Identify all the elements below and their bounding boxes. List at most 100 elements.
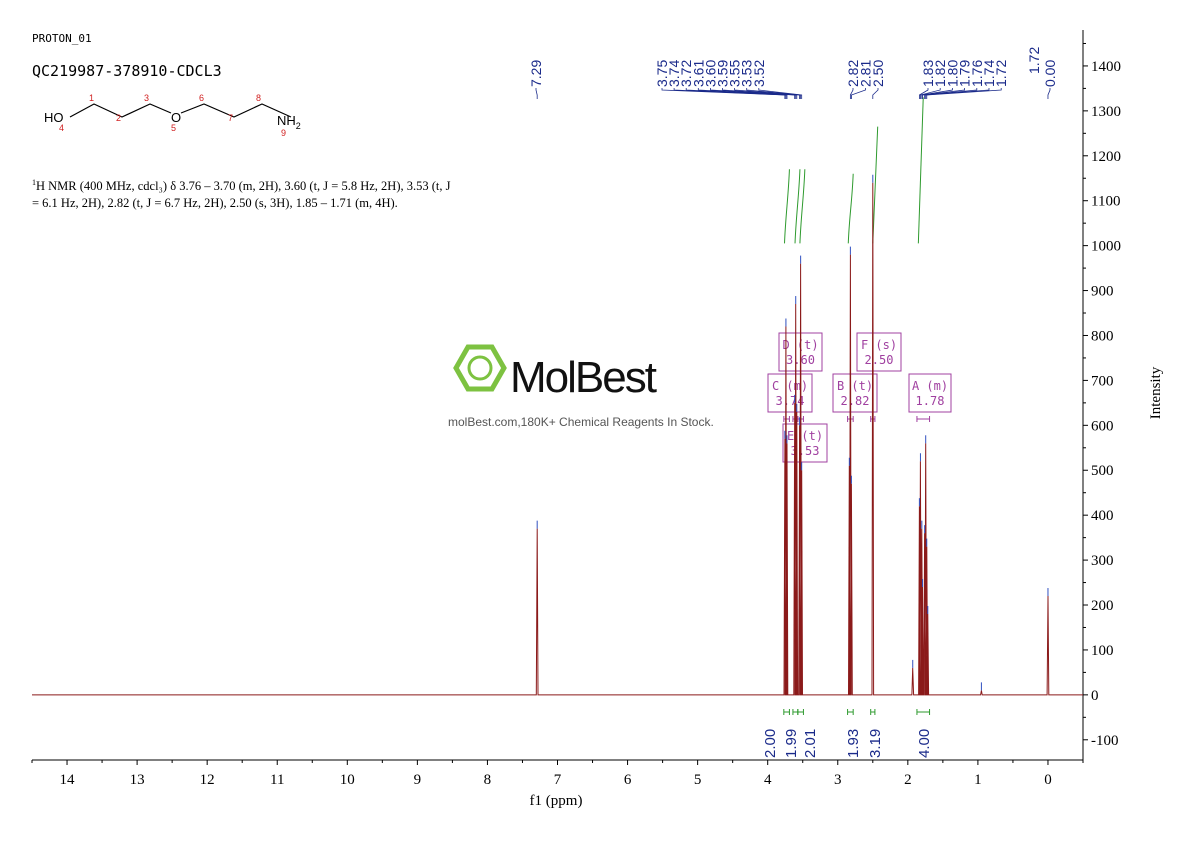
peak-label: 7.29 — [528, 60, 544, 87]
multiplet-shift: 2.50 — [865, 353, 894, 367]
peak-label-leader — [872, 88, 879, 99]
peak-label-leader — [925, 88, 990, 99]
description-superscript: 1 — [32, 178, 36, 187]
atom-o: O — [171, 110, 181, 125]
atom-number: 5 — [171, 123, 176, 133]
peak-label: 2.81 — [858, 60, 874, 87]
x-tick-label: 13 — [130, 772, 145, 788]
atom-number: 6 — [199, 93, 204, 103]
peak-label: 2.50 — [870, 60, 886, 87]
peak-label-leader — [920, 88, 941, 99]
multiplet-letter: E (t) — [787, 429, 823, 443]
atom-number: 8 — [256, 93, 261, 103]
integral-value: 1.99 — [783, 729, 800, 758]
multiplet-box-frame — [856, 332, 902, 372]
description-text: H NMR (400 MHz, cdcl₃) δ 3.76 – 3.70 (m,… — [32, 179, 451, 211]
atom-numbers: 1 2 3 4 5 6 7 8 9 — [59, 93, 286, 138]
x-tick-label: 2 — [904, 772, 912, 788]
integral-value: 4.00 — [916, 729, 933, 758]
y-tick-label: 700 — [1091, 373, 1114, 389]
y-axis-label: Intensity — [1148, 366, 1164, 419]
peak-label: 3.61 — [690, 60, 706, 87]
peak-label: 0.00 — [1042, 60, 1058, 87]
atom-nh-main: NH — [277, 113, 296, 128]
y-tick-label: 100 — [1091, 643, 1114, 659]
x-tick-label: 8 — [484, 772, 492, 788]
peak-label-leader — [710, 88, 797, 99]
proton-label: PROTON_01 — [32, 32, 92, 45]
y-tick-label: 1100 — [1091, 194, 1120, 210]
x-tick-label: 9 — [414, 772, 422, 788]
peak-label: 1.72 — [1026, 47, 1042, 74]
integral-curve — [794, 169, 801, 244]
molecule-bonds-right — [180, 103, 292, 118]
peak-label-leader — [685, 88, 788, 99]
integral-curve — [917, 97, 924, 244]
peak-label: 3.75 — [654, 60, 670, 87]
y-tick-label: 1400 — [1091, 59, 1121, 75]
x-tick-label: 7 — [554, 772, 562, 788]
peak-label: 3.53 — [739, 60, 755, 87]
peak-label-leader — [1047, 88, 1051, 99]
y-tick-label: 0 — [1091, 688, 1099, 704]
peak-label: 3.59 — [715, 60, 731, 87]
y-tick-label: 800 — [1091, 328, 1114, 344]
y-tick-label: 600 — [1091, 418, 1114, 434]
x-tick-label: 14 — [60, 772, 76, 788]
nmr-description: 1H NMR (400 MHz, cdcl₃) δ 3.76 – 3.70 (m… — [32, 174, 452, 212]
atom-nh-subscript: 2 — [296, 121, 301, 131]
peak-label: 1.83 — [920, 60, 936, 87]
multiplet-letter: F (s) — [861, 338, 897, 352]
benzene-ring-icon — [467, 355, 493, 381]
integral-value: 2.00 — [762, 729, 779, 758]
x-tick-label: 4 — [764, 772, 772, 788]
peak-label-leader — [849, 88, 854, 99]
multiplet-letter: C (m) — [772, 379, 808, 393]
y-tick-label: 1000 — [1091, 239, 1121, 255]
sample-name: QC219987-378910-CDCL3 — [32, 62, 222, 80]
y-tick-label: 400 — [1091, 508, 1114, 524]
peak-label: 1.79 — [957, 60, 973, 87]
atom-number: 3 — [144, 93, 149, 103]
y-tick-label: 300 — [1091, 553, 1114, 569]
peak-label-leader — [921, 88, 953, 99]
peak-label-leader — [535, 88, 538, 99]
molbest-brand: MolBest — [510, 353, 657, 402]
peak-label-leader — [722, 88, 798, 99]
peak-label-leader — [926, 88, 1002, 99]
integral-labels: 2.00 1.99 2.01 1.93 3.19 4.00 — [762, 709, 933, 758]
peak-label: 1.76 — [969, 60, 985, 87]
multiplet-box-b: B (t)2.82 — [832, 373, 878, 413]
peak-label: 1.80 — [944, 60, 960, 87]
multiplet-shift: 1.78 — [916, 394, 945, 408]
x-tick-label: 12 — [200, 772, 215, 788]
peak-label-leader — [758, 88, 803, 99]
multiplet-letter: B (t) — [837, 379, 873, 393]
peak-label: 1.72 — [993, 60, 1009, 87]
integral-curve — [799, 169, 806, 244]
integral-curve — [784, 169, 790, 244]
x-tick-label: 3 — [834, 772, 842, 788]
multiplet-box-frame — [908, 373, 952, 413]
x-tick-label: 6 — [624, 772, 632, 788]
multiplet-box-frame — [832, 373, 878, 413]
peak-labels: 7.29 3.753.743.723.613.603.593.553.533.52… — [528, 47, 1058, 99]
y-tick-label: -100 — [1091, 733, 1119, 749]
peak-label: 1.74 — [981, 60, 997, 87]
peak-label: 3.52 — [751, 60, 767, 87]
peak-label: 2.82 — [845, 60, 861, 87]
atom-number: 2 — [116, 113, 121, 123]
atom-ho: HO — [44, 110, 64, 125]
peak-label: 3.72 — [678, 60, 694, 87]
multiplet-box-e: E (t)3.53 — [782, 423, 828, 463]
y-tick-label: 500 — [1091, 463, 1114, 479]
peak-label: 1.82 — [932, 60, 948, 87]
molbest-watermark: MolBest molBest.com,180K+ Chemical Reage… — [448, 344, 714, 429]
atom-number: 4 — [59, 123, 64, 133]
integral-curves — [784, 97, 924, 244]
atom-number: 9 — [281, 128, 286, 138]
integral-value: 2.01 — [802, 729, 819, 758]
multiplet-box-frame — [782, 423, 828, 463]
atom-number: 7 — [228, 113, 233, 123]
